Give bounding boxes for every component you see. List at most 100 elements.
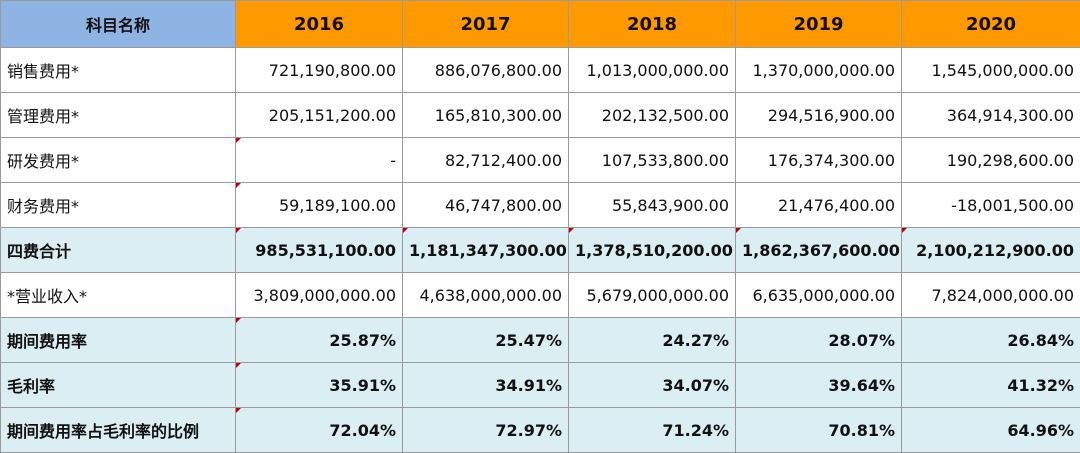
value-cell[interactable]: 5,679,000,000.00 xyxy=(568,272,736,318)
cell-value: 2,100,212,900.00 xyxy=(916,240,1074,260)
cell-value: 6,635,000,000.00 xyxy=(752,285,896,305)
table-row: 毛利率 35.91% 34.91% 34.07% 39.64% 41.32% xyxy=(0,362,1080,408)
cell-value: 72.97% xyxy=(495,420,562,440)
row-label-cell[interactable]: 期间费用率 xyxy=(0,317,236,363)
header-year-2016[interactable]: 2016 xyxy=(235,0,403,48)
header-year-2019[interactable]: 2019 xyxy=(735,0,902,48)
row-label-cell[interactable]: 财务费用* xyxy=(0,182,236,228)
cell-value: 35.91% xyxy=(329,375,396,395)
value-cell[interactable]: 721,190,800.00 xyxy=(235,47,403,93)
value-cell[interactable]: 46,747,800.00 xyxy=(402,182,569,228)
value-cell[interactable]: 886,076,800.00 xyxy=(402,47,569,93)
cell-value: 205,151,200.00 xyxy=(268,105,396,125)
row-label-cell[interactable]: 管理费用* xyxy=(0,92,236,138)
value-cell[interactable]: 24.27% xyxy=(568,317,736,363)
value-cell[interactable]: 59,189,100.00 xyxy=(235,182,403,228)
value-cell[interactable]: 4,638,000,000.00 xyxy=(402,272,569,318)
value-cell[interactable]: 294,516,900.00 xyxy=(735,92,902,138)
table-row: 财务费用* 59,189,100.00 46,747,800.00 55,843,90… xyxy=(0,182,1080,228)
value-cell[interactable]: 71.24% xyxy=(568,407,736,453)
value-cell[interactable]: 21,476,400.00 xyxy=(735,182,902,228)
value-cell[interactable]: 70.81% xyxy=(735,407,902,453)
cell-value: 59,189,100.00 xyxy=(278,195,396,215)
value-cell[interactable]: 72.04% xyxy=(235,407,403,453)
header-name-cell[interactable]: 科目名称 xyxy=(0,0,236,48)
comment-marker-icon xyxy=(236,183,241,188)
cell-value: 25.87% xyxy=(329,330,396,350)
row-label-cell[interactable]: 毛利率 xyxy=(0,362,236,408)
value-cell[interactable]: 202,132,500.00 xyxy=(568,92,736,138)
value-cell[interactable]: 1,370,000,000.00 xyxy=(735,47,902,93)
cell-value: 21,476,400.00 xyxy=(777,195,895,215)
value-cell[interactable]: 190,298,600.00 xyxy=(901,137,1080,183)
value-cell[interactable]: 176,374,300.00 xyxy=(735,137,902,183)
value-cell[interactable]: 55,843,900.00 xyxy=(568,182,736,228)
header-year-2020[interactable]: 2020 xyxy=(901,0,1080,48)
table-row: 销售费用* 721,190,800.00 886,076,800.00 1,013,0… xyxy=(0,47,1080,93)
value-cell[interactable]: 1,378,510,200.00 xyxy=(568,227,736,273)
value-cell[interactable]: 28.07% xyxy=(735,317,902,363)
row-label-cell[interactable]: 四费合计 xyxy=(0,227,236,273)
value-cell[interactable]: 6,635,000,000.00 xyxy=(735,272,902,318)
cell-value: 55,843,900.00 xyxy=(611,195,729,215)
comment-marker-icon xyxy=(236,363,241,368)
cell-value: 82,712,400.00 xyxy=(444,150,562,170)
cell-value: 34.91% xyxy=(495,375,562,395)
cell-value: - xyxy=(390,150,396,170)
row-label-cell[interactable]: *营业收入* xyxy=(0,272,236,318)
value-cell[interactable]: 26.84% xyxy=(901,317,1080,363)
cell-value: 176,374,300.00 xyxy=(767,150,895,170)
cell-value: 71.24% xyxy=(662,420,729,440)
value-cell[interactable]: - xyxy=(235,137,403,183)
value-cell[interactable]: 2,100,212,900.00 xyxy=(901,227,1080,273)
value-cell[interactable]: 1,181,347,300.00 xyxy=(402,227,569,273)
value-cell[interactable]: 25.87% xyxy=(235,317,403,363)
value-cell[interactable]: 25.47% xyxy=(402,317,569,363)
value-cell[interactable]: 165,810,300.00 xyxy=(402,92,569,138)
value-cell[interactable]: 985,531,100.00 xyxy=(235,227,403,273)
value-cell[interactable]: 41.32% xyxy=(901,362,1080,408)
header-year-2018[interactable]: 2018 xyxy=(568,0,736,48)
row-label-cell[interactable]: 研发费用* xyxy=(0,137,236,183)
value-cell[interactable]: 39.64% xyxy=(735,362,902,408)
cell-value: 39.64% xyxy=(828,375,895,395)
cell-value: 190,298,600.00 xyxy=(946,150,1074,170)
cell-value: 24.27% xyxy=(662,330,729,350)
cell-value: 28.07% xyxy=(828,330,895,350)
value-cell[interactable]: 1,545,000,000.00 xyxy=(901,47,1080,93)
value-cell[interactable]: 7,824,000,000.00 xyxy=(901,272,1080,318)
row-label-cell[interactable]: 销售费用* xyxy=(0,47,236,93)
cell-value: 202,132,500.00 xyxy=(601,105,729,125)
value-cell[interactable]: 3,809,000,000.00 xyxy=(235,272,403,318)
cell-value: 7,824,000,000.00 xyxy=(931,285,1075,305)
value-cell[interactable]: 205,151,200.00 xyxy=(235,92,403,138)
value-cell[interactable]: -18,001,500.00 xyxy=(901,182,1080,228)
value-cell[interactable]: 72.97% xyxy=(402,407,569,453)
cell-value: 41.32% xyxy=(1007,375,1074,395)
cell-value: 72.04% xyxy=(329,420,396,440)
value-cell[interactable]: 1,862,367,600.00 xyxy=(735,227,902,273)
cell-value: 985,531,100.00 xyxy=(255,240,396,260)
cell-value: 721,190,800.00 xyxy=(268,60,396,80)
value-cell[interactable]: 34.07% xyxy=(568,362,736,408)
cell-value: 1,181,347,300.00 xyxy=(409,240,567,260)
header-year-2017[interactable]: 2017 xyxy=(402,0,569,48)
value-cell[interactable]: 364,914,300.00 xyxy=(901,92,1080,138)
value-cell[interactable]: 107,533,800.00 xyxy=(568,137,736,183)
cell-value: -18,001,500.00 xyxy=(951,195,1074,215)
cell-value: 25.47% xyxy=(495,330,562,350)
cell-value: 5,679,000,000.00 xyxy=(586,285,730,305)
row-label-cell[interactable]: 期间费用率占毛利率的比例 xyxy=(0,407,236,453)
cell-value: 107,533,800.00 xyxy=(601,150,729,170)
cell-value: 46,747,800.00 xyxy=(444,195,562,215)
comment-marker-icon xyxy=(236,318,241,323)
value-cell[interactable]: 35.91% xyxy=(235,362,403,408)
table-row: 管理费用* 205,151,200.00 165,810,300.00 202,132… xyxy=(0,92,1080,138)
value-cell[interactable]: 1,013,000,000.00 xyxy=(568,47,736,93)
value-cell[interactable]: 34.91% xyxy=(402,362,569,408)
cell-value: 886,076,800.00 xyxy=(434,60,562,80)
cell-value: 64.96% xyxy=(1007,420,1074,440)
value-cell[interactable]: 64.96% xyxy=(901,407,1080,453)
value-cell[interactable]: 82,712,400.00 xyxy=(402,137,569,183)
cell-value: 1,862,367,600.00 xyxy=(742,240,900,260)
